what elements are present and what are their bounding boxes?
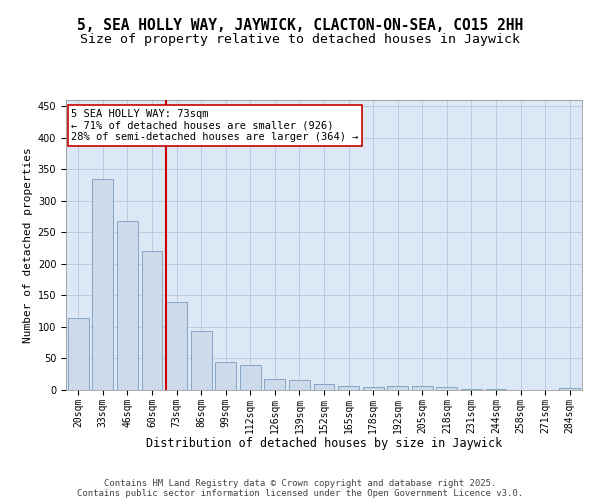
Bar	[92, 179, 113, 390]
Bar	[387, 386, 408, 390]
Bar	[289, 380, 310, 390]
Bar	[240, 365, 261, 390]
Text: 5, SEA HOLLY WAY, JAYWICK, CLACTON-ON-SEA, CO15 2HH: 5, SEA HOLLY WAY, JAYWICK, CLACTON-ON-SE…	[77, 18, 523, 32]
Bar	[362, 387, 383, 390]
Bar	[461, 388, 482, 390]
Bar	[142, 250, 163, 390]
Y-axis label: Number of detached properties: Number of detached properties	[23, 147, 34, 343]
Bar	[117, 221, 138, 390]
Bar	[436, 387, 457, 390]
Bar	[166, 302, 187, 390]
X-axis label: Distribution of detached houses by size in Jaywick: Distribution of detached houses by size …	[146, 437, 502, 450]
Bar	[191, 332, 212, 390]
Bar	[314, 384, 334, 390]
Bar	[559, 388, 580, 390]
Bar	[68, 318, 89, 390]
Text: 5 SEA HOLLY WAY: 73sqm
← 71% of detached houses are smaller (926)
28% of semi-de: 5 SEA HOLLY WAY: 73sqm ← 71% of detached…	[71, 108, 359, 142]
Text: Contains public sector information licensed under the Open Government Licence v3: Contains public sector information licen…	[77, 488, 523, 498]
Text: Size of property relative to detached houses in Jaywick: Size of property relative to detached ho…	[80, 32, 520, 46]
Bar	[338, 386, 359, 390]
Text: Contains HM Land Registry data © Crown copyright and database right 2025.: Contains HM Land Registry data © Crown c…	[104, 478, 496, 488]
Bar	[412, 386, 433, 390]
Bar	[215, 362, 236, 390]
Bar	[265, 380, 286, 390]
